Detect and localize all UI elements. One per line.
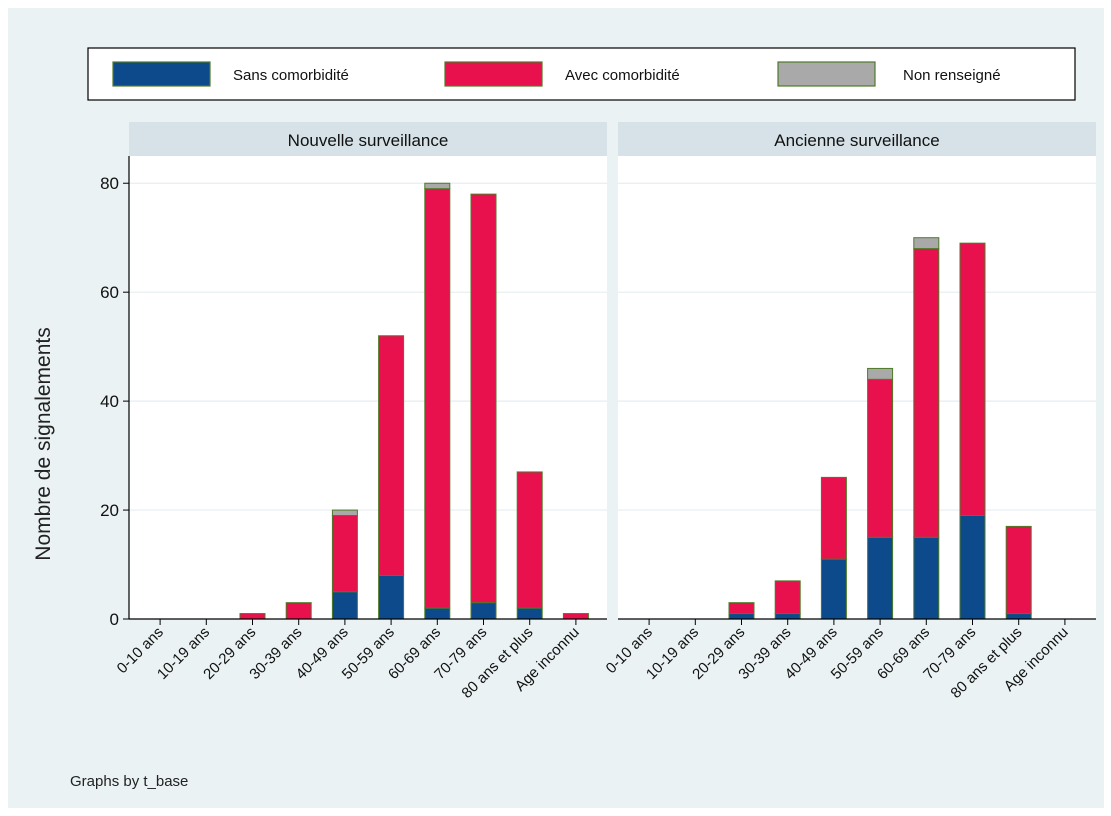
bar-nouvelle-60-69-ans-avec-comorbidite bbox=[424, 188, 451, 609]
bar-nouvelle-80-ans-et-plus-avec-comorbidite bbox=[516, 471, 543, 609]
y-axis-label: Nombre de signalements bbox=[32, 327, 55, 560]
bar-nouvelle-50-59-ans-avec-comorbidite bbox=[378, 335, 405, 576]
bar-nouvelle-20-29-ans-avec-comorbidite bbox=[239, 613, 266, 620]
bar-ancienne-40-49-ans-sans-comorbidite bbox=[820, 558, 847, 620]
legend-label-non-renseigne: Non renseigné bbox=[903, 67, 1001, 84]
legend: Sans comorbidité Avec comorbidité Non rens… bbox=[87, 47, 1076, 101]
bar-ancienne-30-39-ans-avec-comorbidite bbox=[774, 580, 801, 615]
bar-ancienne-60-69-ans-sans-comorbidite bbox=[913, 536, 940, 620]
bar-nouvelle-40-49-ans-sans-comorbidite bbox=[331, 591, 358, 620]
bar-ancienne-60-69-ans-avec-comorbidite bbox=[913, 248, 940, 538]
chart: Sans comorbidité Avec comorbidité Non rens… bbox=[32, 47, 1096, 790]
panel-title-ancienne: Ancienne surveillance bbox=[774, 131, 939, 150]
bar-ancienne-20-29-ans-avec-comorbidite bbox=[728, 602, 755, 615]
panel-header-nouvelle bbox=[129, 122, 607, 156]
legend-label-avec-comorbidite: Avec comorbidité bbox=[565, 67, 680, 84]
bar-ancienne-20-29-ans-sans-comorbidite bbox=[728, 613, 755, 620]
y-tick-label-40: 40 bbox=[100, 392, 119, 411]
bar-nouvelle-age-inconnu-avec-comorbidite bbox=[562, 613, 589, 620]
bar-nouvelle-40-49-ans-non-renseigne bbox=[331, 509, 358, 517]
bar-nouvelle-30-39-ans-avec-comorbidite bbox=[285, 602, 312, 620]
bar-nouvelle-50-59-ans-sans-comorbidite bbox=[378, 574, 405, 620]
bar-ancienne-50-59-ans-avec-comorbidite bbox=[867, 378, 894, 538]
bar-ancienne-40-49-ans-avec-comorbidite bbox=[820, 476, 847, 560]
graph-region: Sans comorbidité Avec comorbidité Non rens… bbox=[8, 8, 1104, 808]
bar-ancienne-80-ans-et-plus-sans-comorbidite bbox=[1005, 613, 1032, 620]
bar-nouvelle-40-49-ans-avec-comorbidite bbox=[331, 515, 358, 593]
bar-nouvelle-80-ans-et-plus-sans-comorbidite bbox=[516, 607, 543, 620]
bar-ancienne-70-79-ans-sans-comorbidite bbox=[959, 515, 986, 620]
panel-title-nouvelle: Nouvelle surveillance bbox=[288, 131, 449, 150]
legend-swatch-avec-comorbidite bbox=[444, 61, 543, 87]
bar-ancienne-30-39-ans-sans-comorbidite bbox=[774, 613, 801, 620]
bar-nouvelle-70-79-ans-avec-comorbidite bbox=[470, 193, 497, 604]
y-tick-label-0: 0 bbox=[110, 610, 119, 629]
legend-swatch-sans-comorbidite bbox=[112, 61, 211, 87]
y-tick-label-20: 20 bbox=[100, 501, 119, 520]
legend-swatch-non-renseigne bbox=[777, 61, 876, 87]
bar-ancienne-50-59-ans-non-renseigne bbox=[867, 367, 894, 380]
bar-ancienne-80-ans-et-plus-avec-comorbidite bbox=[1005, 525, 1032, 615]
bar-ancienne-70-79-ans-avec-comorbidite bbox=[959, 242, 986, 517]
y-axis: 0 20 40 60 80 bbox=[100, 156, 130, 629]
legend-box bbox=[87, 47, 1076, 101]
bar-nouvelle-60-69-ans-sans-comorbidite bbox=[424, 607, 451, 620]
bar-ancienne-50-59-ans-sans-comorbidite bbox=[867, 536, 894, 620]
bar-nouvelle-70-79-ans-sans-comorbidite bbox=[470, 602, 497, 620]
bar-ancienne-60-69-ans-non-renseigne bbox=[913, 237, 940, 250]
graph-note: Graphs by t_base bbox=[70, 773, 188, 790]
y-tick-label-80: 80 bbox=[100, 174, 119, 193]
legend-label-sans-comorbidite: Sans comorbidité bbox=[233, 67, 349, 84]
panel-header-ancienne bbox=[618, 122, 1096, 156]
y-tick-label-60: 60 bbox=[100, 283, 119, 302]
bar-nouvelle-60-69-ans-non-renseigne bbox=[424, 182, 451, 190]
